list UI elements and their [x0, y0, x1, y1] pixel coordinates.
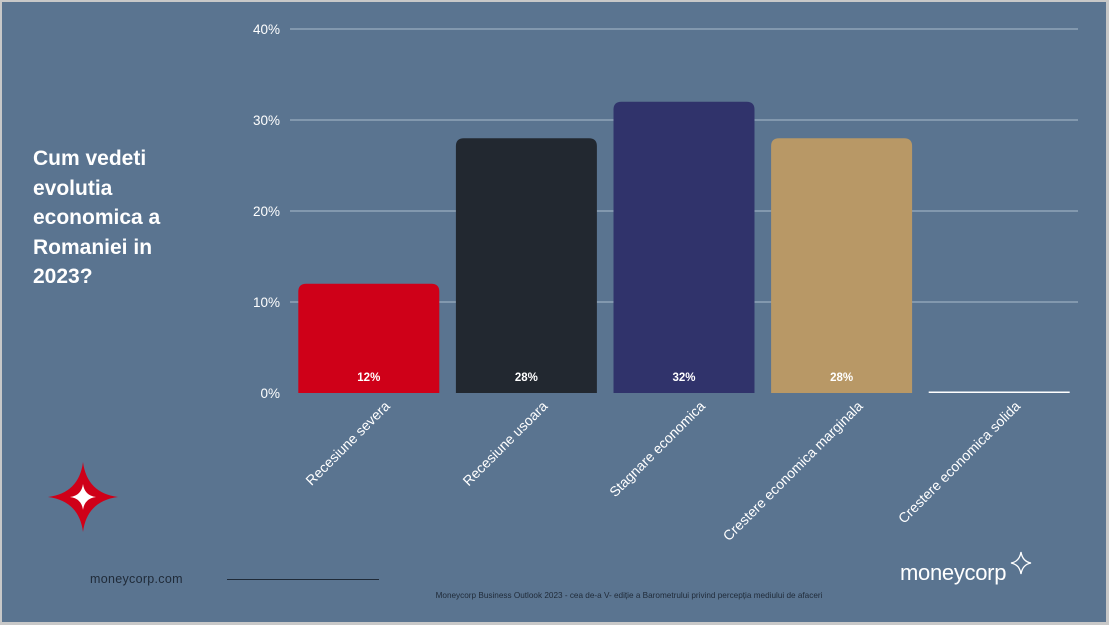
question-line: economica a — [33, 206, 161, 229]
question-line: Romaniei in — [33, 235, 153, 259]
x-tick-label: Crestere economica solida — [895, 398, 1024, 527]
bar — [771, 138, 913, 393]
sparkle-star-icon — [1010, 551, 1032, 575]
question-title: Cum vedeti evolutia economica a Romaniei… — [33, 144, 203, 292]
bar — [613, 101, 755, 394]
bar-chart: 0% 10% 20% 30% 40% 12% Recesiune severa 28% Rece… — [253, 22, 1078, 544]
website-label: moneycorp.com — [90, 572, 183, 586]
footer-divider — [227, 579, 379, 580]
x-tick-label: Recesiune severa — [302, 398, 393, 489]
bar-value-label: 12% — [357, 372, 380, 384]
question-line: Cum vedeti — [33, 147, 147, 170]
bar — [298, 283, 440, 393]
x-tick-label: Crestere economica marginala — [720, 398, 866, 544]
y-tick-label: 0% — [260, 386, 280, 401]
four-point-star-icon — [48, 462, 118, 532]
question-line: 2023? — [33, 265, 93, 288]
x-tick-label: Recesiune usoara — [459, 398, 550, 489]
bar — [455, 138, 597, 393]
question-line: evolutia — [33, 176, 113, 200]
moneycorp-logo: moneycorp — [900, 560, 1007, 585]
bar-value-label: 32% — [672, 372, 695, 384]
source-note: Moneycorp Business Outlook 2023 - cea de… — [435, 591, 823, 600]
bar — [928, 391, 1070, 393]
x-tick-label: Stagnare economica — [606, 398, 708, 500]
y-tick-label: 10% — [253, 295, 280, 310]
bar-value-label: 28% — [515, 372, 538, 384]
y-tick-label: 20% — [253, 204, 280, 219]
y-tick-label: 30% — [253, 113, 280, 128]
bar-value-label: 28% — [830, 372, 853, 384]
y-tick-label: 40% — [253, 22, 280, 37]
